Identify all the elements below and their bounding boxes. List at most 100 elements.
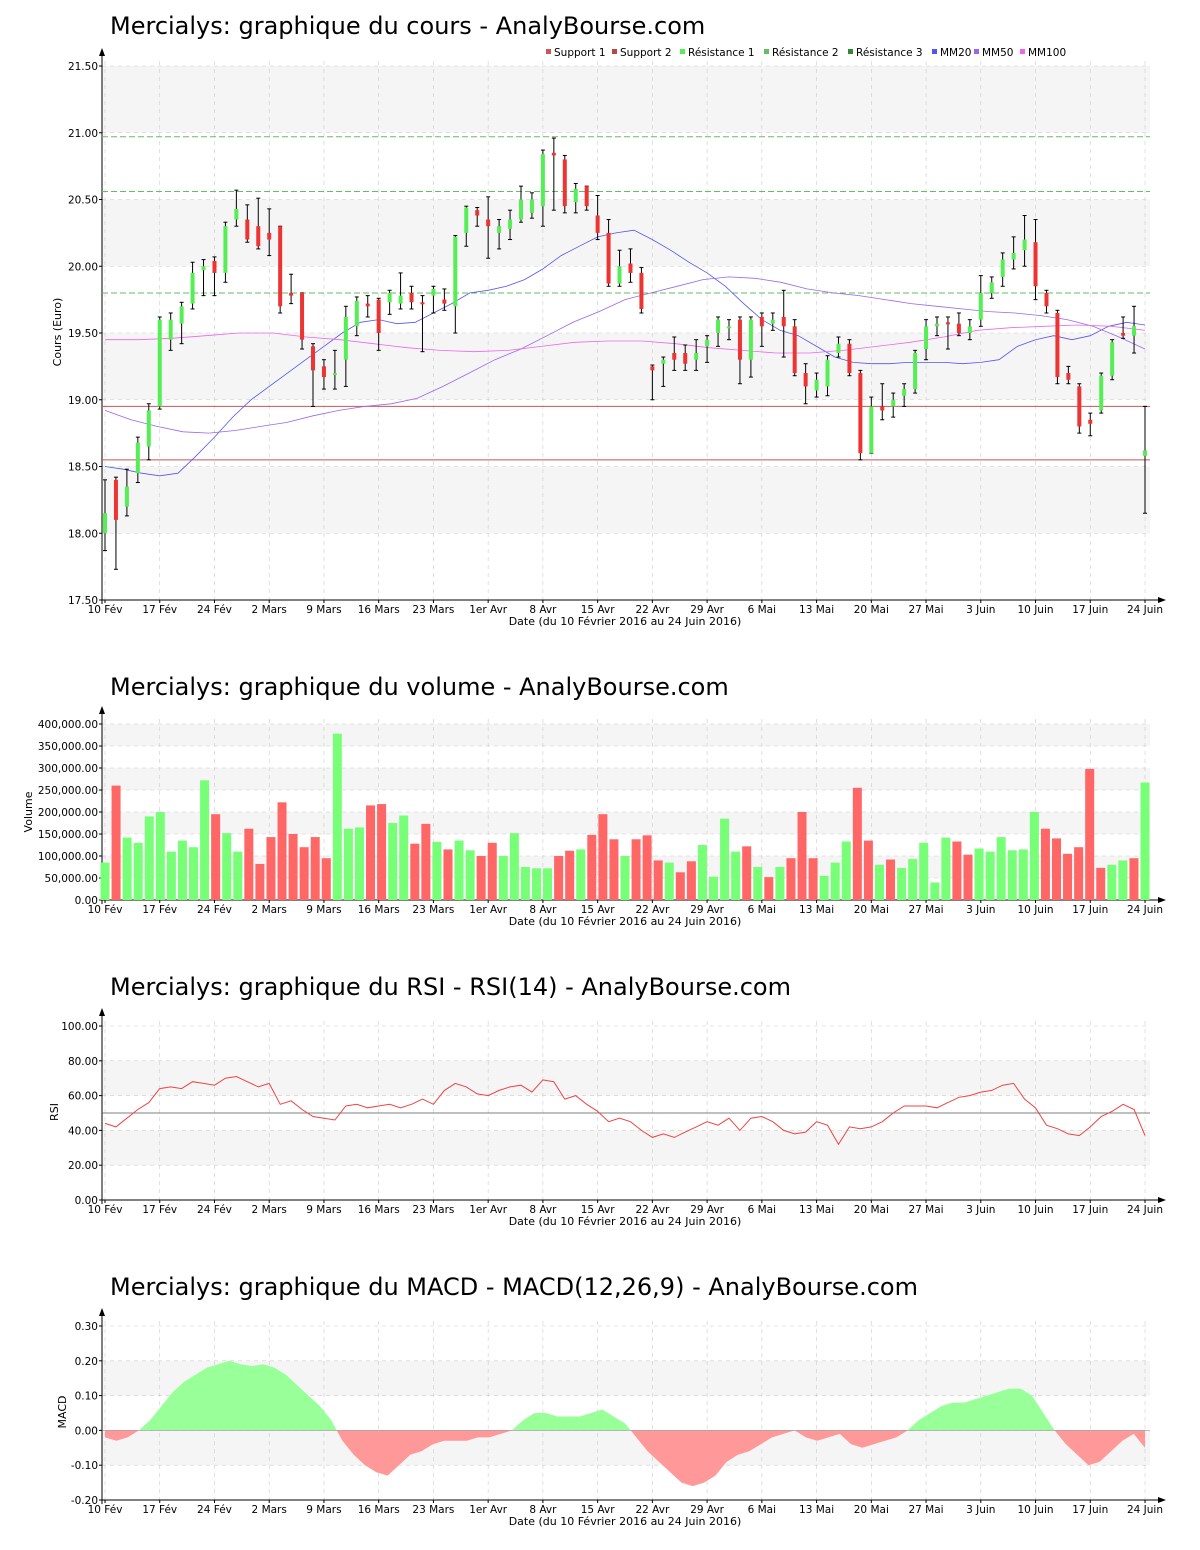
candle-body [529,199,534,213]
volume-bar [963,854,973,900]
candle-body [464,207,469,233]
candle-body [1011,252,1016,260]
candle-body [409,292,414,303]
price-band [102,66,1150,133]
volume-y-tick-label: 100,000.00 [38,851,98,863]
candle-body [584,186,589,207]
volume-x-tick-label: 20 Mai [854,904,889,916]
volume-x-tick-label: 29 Avr [690,904,724,916]
candle-body [157,319,162,407]
volume-y-tick-label: 0.00 [75,895,98,907]
candle-body [135,442,140,474]
candle-body [1033,242,1038,287]
volume-bar [410,843,420,900]
volume-bar [122,837,132,900]
candle-body [617,266,622,284]
volume-bar [775,867,785,900]
volume-x-tick-label: 6 Mai [748,904,776,916]
volume-bar [576,849,586,900]
candle-body [595,215,600,233]
price-y-tick-label: 18.50 [68,462,98,474]
price-x-tick-label: 6 Mai [748,604,776,616]
price-y-axis-label: Cours (Euro) [51,298,64,367]
candle-body [332,373,337,376]
rsi-x-tick-label: 1er Avr [469,1204,508,1216]
volume-bar [343,828,353,900]
candle-body [1077,386,1082,427]
macd-x-tick-label: 13 Mai [799,1504,834,1516]
macd-x-tick-label: 20 Mai [854,1504,889,1516]
price-x-tick-label: 10 Fév [88,604,123,616]
candle-body [792,326,797,374]
rsi-band [102,1130,1150,1166]
candle-body [1121,333,1126,336]
macd-y-tick-label: 0.10 [75,1391,98,1403]
rsi-x-tick-label: 24 Juin [1127,1204,1163,1216]
candle-body [508,219,513,229]
volume-bar [863,840,873,900]
candle-body [475,210,480,216]
price-chart: 17.50 18.00 18.50 19.00 19.50 20.00 20.50 21.00… [68,47,1166,616]
legend-swatch [764,49,769,54]
candle-body [858,373,863,454]
volume-bar [520,867,530,900]
volume-bar [166,851,176,900]
candle-body [453,236,458,307]
volume-y-tick-label: 250,000.00 [38,785,98,797]
rsi-y-tick-label: 60.00 [68,1091,98,1103]
candle-body [1000,259,1005,277]
macd-x-tick-label: 16 Mars [358,1504,400,1516]
candle-body [869,406,874,454]
price-x-tick-label: 16 Mars [358,604,400,616]
volume-bar [897,867,907,900]
candle-body [551,152,556,156]
rsi-x-tick-label: 22 Avr [635,1204,669,1216]
macd-y-tick-label: -0.20 [71,1495,98,1507]
legend-label: MM100 [1028,47,1066,59]
volume-bar [388,823,398,900]
candle-body [1044,292,1049,307]
price-x-tick-label: 9 Mars [306,604,341,616]
candle-body [113,479,118,520]
candle-body [354,300,359,327]
volume-bar [1096,867,1106,900]
price-y-tick-label: 17.50 [68,595,98,607]
volume-bar [587,834,597,900]
candle-body [770,319,775,324]
volume-chart: 0.00 50,000.00 100,000.00 150,000.00 200,000… [38,706,1166,916]
candle-body [650,366,655,371]
candle-body [146,410,151,447]
volume-bar [631,839,641,900]
volume-bar [598,814,608,900]
price-y-arrow [99,48,105,56]
price-band [102,199,1150,267]
price-y-tick-label: 20.50 [68,195,98,207]
volume-bar [233,851,243,900]
volume-bar [155,812,165,900]
volume-band [102,812,1150,834]
legend-label: Résistance 3 [856,47,923,59]
candle-body [814,379,819,391]
price-band [102,333,1150,400]
volume-bar [498,856,508,900]
volume-bar [509,833,519,900]
volume-bar [1018,849,1028,900]
price-y-tick-label: 21.00 [68,128,98,140]
candle-body [420,302,425,305]
rsi-x-arrow [1158,1197,1166,1203]
price-x-tick-label: 24 Fév [197,604,232,616]
macd-positive-area [512,1409,631,1431]
price-x-tick-label: 23 Mars [412,604,454,616]
candle-body [781,316,786,327]
candle-body [978,292,983,320]
volume-bar [985,851,995,900]
rsi-y-tick-label: 0.00 [75,1195,98,1207]
volume-bar [919,842,929,900]
candle-body [431,288,436,296]
volume-bar [653,860,663,900]
volume-y-tick-label: 350,000.00 [38,741,98,753]
volume-x-tick-label: 8 Avr [529,904,557,916]
volume-x-tick-label: 10 Juin [1018,904,1054,916]
rsi-y-tick-label: 80.00 [68,1056,98,1068]
